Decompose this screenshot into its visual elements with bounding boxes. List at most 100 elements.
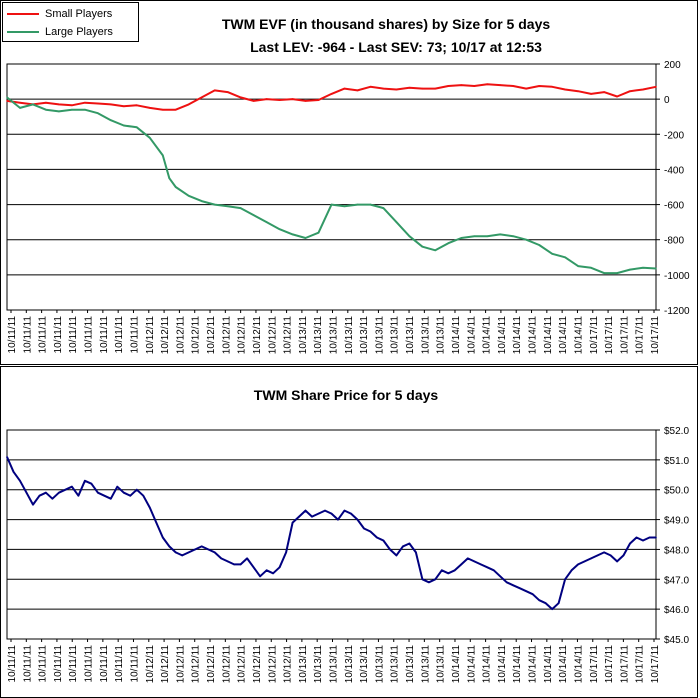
data-point-small-players xyxy=(629,90,631,92)
data-point-large-players xyxy=(226,205,229,208)
data-point-large-players xyxy=(603,272,605,274)
x-tick-label: 10/14/11 xyxy=(558,316,569,355)
x-tick-label: 10/11/11 xyxy=(22,316,33,354)
data-point-large-players xyxy=(71,108,73,111)
price-chart-panel: TWM Share Price for 5 days $52.0 $51.0 $50… xyxy=(0,366,698,698)
data-point-price xyxy=(447,572,450,575)
data-point-small-players xyxy=(330,93,333,95)
data-point-small-players xyxy=(590,93,592,95)
x-tick-label: 10/13/11 xyxy=(359,645,370,684)
data-point-small-players xyxy=(291,98,294,100)
x-tick-label: 10/12/11 xyxy=(191,316,202,355)
data-point-price xyxy=(116,485,119,488)
data-point-large-players xyxy=(447,242,450,244)
data-point-price xyxy=(609,554,612,557)
data-point-price xyxy=(25,491,28,494)
data-point-large-players xyxy=(265,221,268,223)
x-tick-label: 10/14/11 xyxy=(497,316,508,355)
x-tick-label: 10/17/11 xyxy=(604,316,615,355)
x-tick-label: 10/12/11 xyxy=(160,645,171,684)
data-point-small-players xyxy=(317,99,320,101)
x-tick-label: 10/14/11 xyxy=(528,316,539,355)
data-point-price xyxy=(629,542,631,545)
x-tick-label: 10/11/11 xyxy=(99,645,110,683)
data-point-large-players xyxy=(174,186,177,188)
x-tick-label: 10/13/11 xyxy=(298,316,309,355)
data-point-large-players xyxy=(577,265,579,267)
data-point-price xyxy=(590,557,592,560)
data-point-large-players xyxy=(110,119,112,121)
data-point-large-players xyxy=(84,108,86,111)
data-point-price xyxy=(369,530,372,533)
x-tick-label: 10/11/11 xyxy=(22,645,33,683)
data-point-small-players xyxy=(434,87,437,90)
data-point-small-players xyxy=(655,86,657,88)
legend-item-large-players: Large Players xyxy=(3,25,113,39)
x-tick-label: 10/17/11 xyxy=(604,645,615,684)
legend-swatch-large xyxy=(7,31,39,33)
y-tick-label: $49.0 xyxy=(664,516,689,527)
data-point-small-players xyxy=(200,96,203,99)
data-point-large-players xyxy=(395,221,398,223)
data-point-price xyxy=(603,551,605,554)
x-tick-label: 10/14/11 xyxy=(497,645,508,684)
x-tick-label: 10/13/11 xyxy=(405,316,416,355)
chart-subtitle: Last LEV: -964 - Last SEV: 73; 10/17 at … xyxy=(250,39,542,55)
x-tick-label: 10/12/11 xyxy=(283,645,294,684)
data-point-price xyxy=(304,509,307,512)
x-tick-label: 10/11/11 xyxy=(7,316,18,354)
data-point-price xyxy=(376,536,378,539)
data-point-small-players xyxy=(265,98,268,100)
x-tick-label: 10/13/11 xyxy=(405,645,416,684)
data-point-large-players xyxy=(239,207,242,209)
data-point-small-players xyxy=(525,87,527,90)
data-point-small-players xyxy=(84,101,86,104)
x-tick-label: 10/14/11 xyxy=(543,645,554,684)
data-point-large-players xyxy=(278,228,281,230)
data-point-large-players xyxy=(19,107,21,109)
price-chart-title: TWM Share Price for 5 days xyxy=(253,387,439,403)
data-point-large-players xyxy=(356,203,359,206)
data-point-large-players xyxy=(421,245,424,248)
x-tick-label: 10/11/11 xyxy=(129,316,140,354)
data-point-large-players xyxy=(538,244,540,246)
price-plot: $52.0 $51.0 $50.0 $49.0 $48.0 $47.0 $46.0 $45.0… xyxy=(6,426,689,684)
data-point-price xyxy=(207,548,209,551)
data-point-price xyxy=(421,578,424,581)
data-point-small-players xyxy=(136,104,138,107)
data-point-small-players xyxy=(564,88,566,91)
y-tick-label: $47.0 xyxy=(664,575,689,586)
x-tick-label: 10/13/11 xyxy=(390,316,401,355)
data-point-price xyxy=(194,548,196,551)
data-point-price xyxy=(389,548,391,551)
y-tick-label: $52.0 xyxy=(664,426,689,437)
y-tick-label: -1200 xyxy=(664,306,690,317)
x-tick-label: 10/11/11 xyxy=(99,316,110,354)
data-point-price xyxy=(6,456,8,458)
data-point-large-players xyxy=(369,203,372,206)
x-tick-label: 10/12/11 xyxy=(191,645,202,684)
x-tick-label: 10/11/11 xyxy=(84,645,95,683)
x-tick-label: 10/13/11 xyxy=(313,316,324,355)
data-point-price xyxy=(655,536,657,539)
data-point-price xyxy=(441,569,443,572)
data-point-price xyxy=(596,554,599,557)
data-point-price xyxy=(434,578,437,581)
x-tick-label: 10/17/11 xyxy=(589,645,600,684)
data-point-price xyxy=(512,584,514,587)
data-point-large-players xyxy=(564,256,566,259)
data-point-price xyxy=(174,551,177,554)
data-point-price xyxy=(557,602,560,604)
y-tick-label: 0 xyxy=(664,95,670,106)
data-point-large-players xyxy=(45,108,47,111)
data-point-price xyxy=(142,494,145,497)
data-point-small-players xyxy=(252,100,255,102)
data-point-price xyxy=(155,521,158,524)
legend: Small Players Large Players xyxy=(2,2,139,42)
data-point-price xyxy=(51,497,54,500)
data-point-small-players xyxy=(395,88,398,91)
data-point-price xyxy=(285,551,287,554)
data-point-price xyxy=(213,551,216,554)
x-tick-label: 10/11/11 xyxy=(114,645,125,683)
data-point-small-players xyxy=(421,87,424,90)
